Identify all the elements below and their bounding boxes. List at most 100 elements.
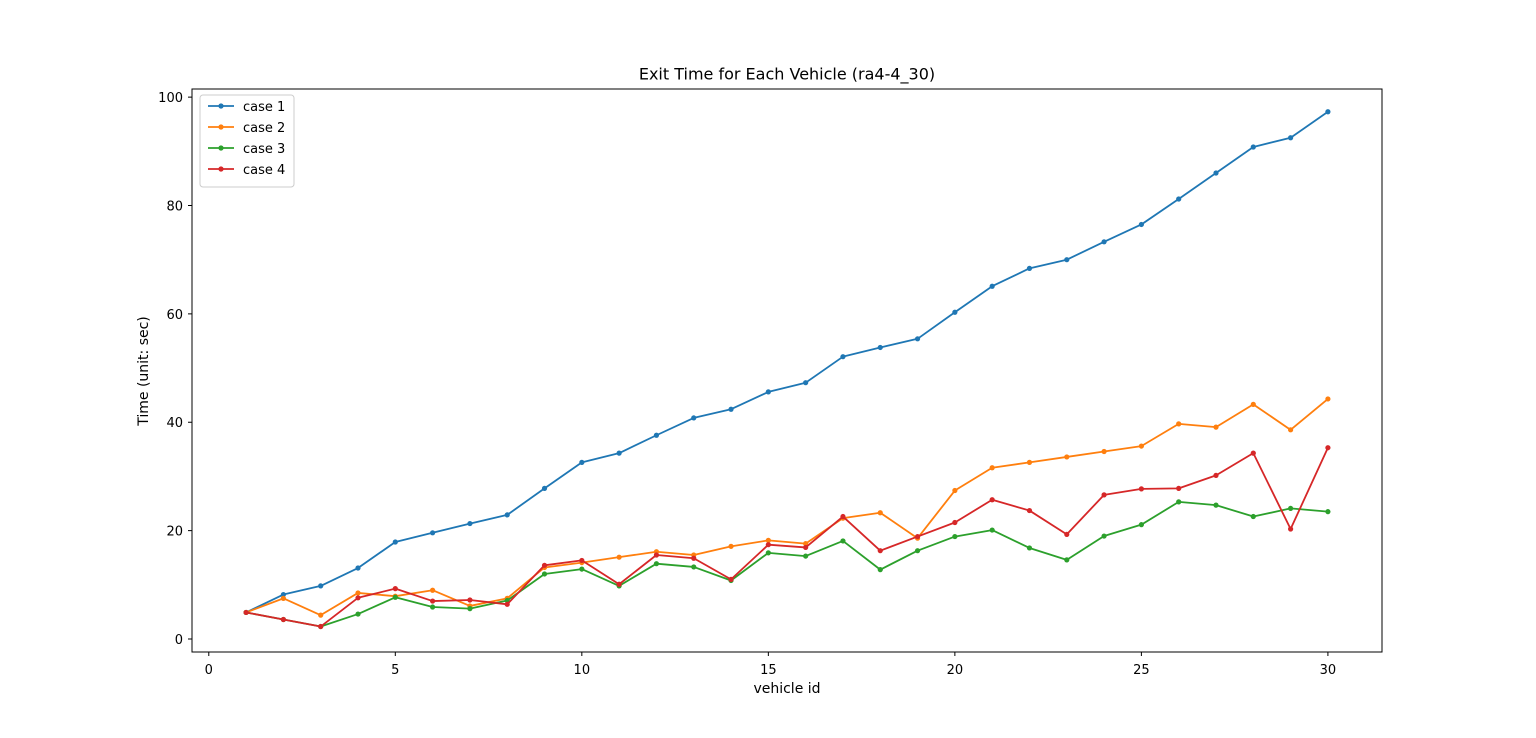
data-point [1101,448,1107,455]
data-point [1064,557,1070,563]
data-point [803,541,809,547]
data-point [430,598,436,604]
series-line [245,500,1328,628]
data-point [1250,401,1256,407]
data-point [1138,522,1144,528]
data-point [1250,450,1256,456]
data-point [1325,509,1331,515]
legend-entry: case 2 [208,121,285,136]
data-point [616,554,622,560]
y-tick-label: 80 [166,200,183,215]
y-tick-label: 60 [166,308,183,323]
data-point [877,548,883,554]
data-point [1026,545,1033,551]
data-point [691,555,697,561]
data-point [243,609,249,616]
data-point [280,591,286,598]
data-point [840,538,846,544]
data-point [430,604,436,610]
data-point [989,527,995,533]
data-point [504,601,510,607]
legend: case 1 case 2 case 3 case 4 [199,94,295,188]
data-point [1176,499,1182,505]
data-point [616,450,622,456]
x-tick-label: 20 [947,663,964,678]
data-point [1288,505,1294,512]
series-4 [243,445,1331,630]
data-point [1026,459,1033,465]
data-point [467,520,473,527]
data-point [1288,427,1294,433]
data-point [579,557,585,564]
data-point [1176,485,1182,491]
legend-swatch-marker [218,166,224,172]
y-tick-label: 100 [158,91,183,106]
data-point [952,533,958,540]
y-tick-label: 0 [175,633,183,648]
x-tick-label: 25 [1133,663,1150,678]
data-point [1213,472,1219,478]
data-point [355,611,361,617]
legend-swatch-marker [218,124,224,130]
data-point [541,571,548,577]
legend-entry: case 4 [208,163,285,178]
data-point [1288,526,1294,532]
data-point [728,543,734,549]
data-point [653,561,660,567]
data-point [1213,424,1219,430]
data-point [579,566,585,572]
legend-label: case 4 [243,163,285,178]
series-line [245,398,1329,617]
data-point [914,336,921,342]
data-point [1138,221,1144,228]
data-point [728,576,734,582]
data-point [318,612,324,618]
data-point [1064,531,1070,538]
data-point [691,564,697,570]
data-point [653,432,660,438]
data-point [392,539,398,545]
data-point [280,616,286,623]
data-point [840,354,846,360]
data-point [691,415,697,421]
x-tick-label: 15 [760,663,777,678]
data-point [1213,502,1219,508]
chart-title: Exit Time for Each Vehicle (ra4-4_30) [639,65,935,85]
data-point [989,497,995,503]
data-point [914,548,921,554]
data-point [1138,486,1144,492]
data-point [1213,170,1219,176]
data-point [1325,109,1331,115]
axes-layer: 0 5 10 15 20 25 30 0 20 40 60 80 100 [158,88,1383,678]
x-tick-label: 5 [391,663,399,678]
data-point [1176,421,1182,427]
data-point [989,283,995,289]
data-point [504,512,510,518]
data-point [765,537,771,543]
data-point [1250,144,1256,150]
y-tick-label: 20 [166,525,183,540]
data-point [392,594,398,600]
data-point [914,533,921,540]
data-point [803,544,809,551]
data-point [1250,513,1256,520]
data-point [430,587,436,593]
data-point [1176,196,1182,202]
legend-swatch-marker [218,145,224,151]
data-point [1101,239,1107,245]
x-axis-label: vehicle id [753,681,820,697]
legend-label: case 1 [243,100,285,115]
data-point [877,567,883,573]
data-point [467,606,473,612]
y-tick-label: 40 [166,416,183,431]
series-layer [243,109,1331,630]
data-point [280,595,286,601]
legend-entry: case 3 [208,142,285,157]
x-tick-label: 10 [574,663,591,678]
data-point [1288,135,1294,141]
data-point [467,597,473,603]
data-point [765,389,771,395]
legend-label: case 3 [243,142,285,157]
data-point [355,595,361,601]
